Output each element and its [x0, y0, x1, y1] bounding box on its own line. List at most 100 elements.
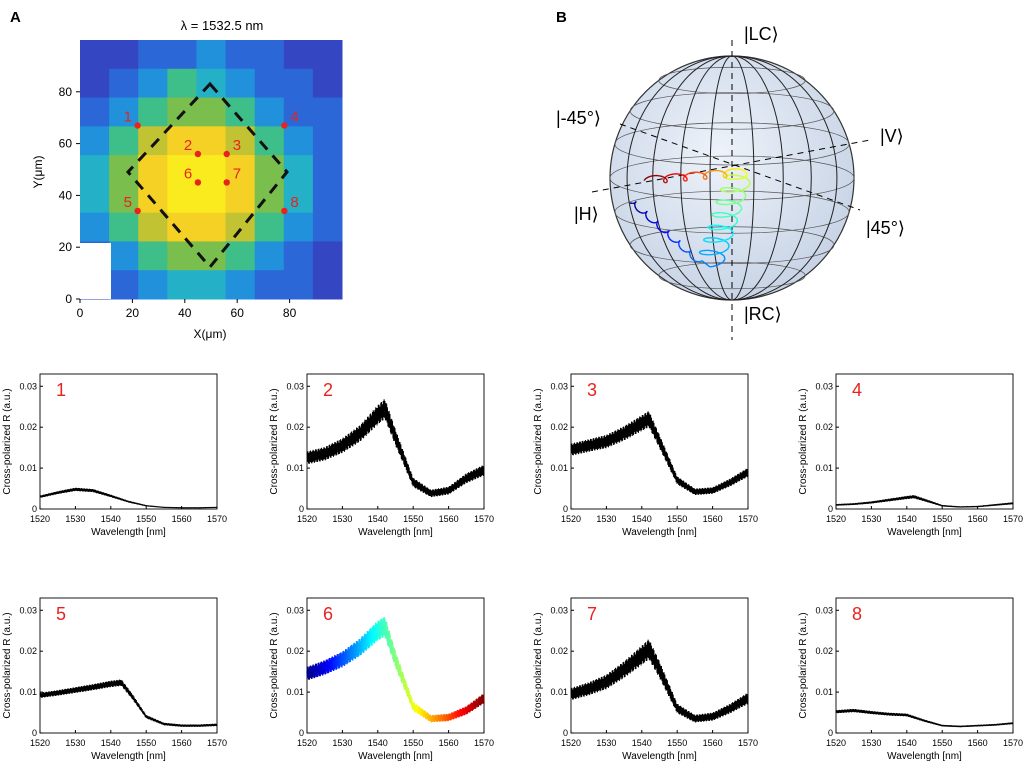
spectrum-x-tick-label: 1570 — [207, 514, 227, 524]
spectrum-y-tick-label: 0 — [563, 504, 568, 514]
trajectory-segment — [646, 215, 647, 218]
spectrum-y-tick-label: 0.03 — [19, 605, 37, 615]
label-v: |V⟩ — [880, 126, 904, 146]
spectrum-y-tick-label: 0.03 — [19, 381, 37, 391]
spectrum-x-tick-label: 1540 — [368, 738, 388, 748]
spectrum-series — [307, 399, 484, 497]
trajectory-segment — [657, 221, 658, 222]
trajectory-segment — [683, 175, 685, 176]
heatmap-cell — [196, 40, 226, 69]
heatmap-x-tick-label: 60 — [231, 306, 245, 320]
spectrum-x-tick-label: 1520 — [297, 514, 317, 524]
sample-point-marker — [224, 151, 230, 157]
trajectory-segment — [719, 171, 721, 172]
trajectory-segment — [706, 172, 708, 173]
heatmap-cells — [80, 40, 343, 300]
sample-point-label: 6 — [184, 165, 192, 182]
label-lc: |LC⟩ — [744, 24, 779, 44]
spectrum-xlabel: Wavelength [nm] — [622, 751, 697, 762]
spectrum-series — [307, 617, 484, 722]
trajectory-segment — [705, 238, 710, 239]
trajectory-segment — [715, 217, 721, 218]
heatmap-cell — [167, 40, 197, 69]
spectrum-y-tick-label: 0 — [563, 728, 568, 738]
sample-point-marker — [134, 208, 140, 214]
spectrum-frame — [40, 374, 217, 509]
heatmap-cell — [226, 40, 256, 69]
heatmap-cell — [196, 213, 226, 242]
spectrum-x-tick-label: 1570 — [738, 738, 758, 748]
heatmap-cell — [284, 213, 314, 242]
trajectory-segment — [708, 250, 715, 251]
trajectory-segment — [727, 179, 733, 180]
spectrum-frame — [836, 374, 1013, 509]
spectrum-x-tick-label: 1560 — [703, 738, 723, 748]
trajectory-segment — [665, 178, 666, 179]
trajectory-segment — [706, 176, 707, 177]
spectrum-x-tick-label: 1540 — [632, 514, 652, 524]
trajectory-segment — [706, 179, 707, 180]
trajectory-segment — [664, 182, 665, 183]
spectrum-y-tick-label: 0.01 — [19, 463, 37, 473]
heatmap-cell — [80, 155, 110, 184]
heatmap-cell — [313, 213, 343, 242]
spectrum-series — [40, 680, 217, 727]
trajectory-segment — [635, 202, 636, 203]
trajectory-segment — [648, 176, 650, 177]
sample-point-marker — [195, 179, 201, 185]
trajectory-segment — [663, 177, 665, 178]
heatmap-cell — [138, 40, 168, 69]
sample-point-label: 8 — [290, 194, 298, 211]
trajectory-segment — [645, 178, 646, 179]
heatmap-cell — [167, 213, 197, 242]
trajectory-segment — [635, 205, 636, 208]
heatmap-cell — [284, 40, 314, 69]
heatmap-cell — [196, 155, 226, 184]
trajectory-segment — [733, 232, 734, 235]
heatmap-cell — [313, 40, 343, 69]
spectrum-x-tick-label: 1540 — [897, 514, 917, 524]
trajectory-segment — [742, 170, 744, 171]
spectrum-ylabel: Cross-polarized R (a.u.) — [269, 388, 280, 494]
spectrum-y-tick-label: 0.02 — [19, 646, 37, 656]
spectrum-panel-number: 4 — [852, 380, 862, 400]
heatmap-cell — [313, 184, 343, 213]
trajectory-segment — [651, 222, 654, 223]
spectrum-y-tick-label: 0 — [299, 504, 304, 514]
trajectory-segment — [709, 225, 713, 226]
spectrum-xlabel: Wavelength [nm] — [887, 527, 962, 538]
spectrum-x-tick-label: 1550 — [136, 514, 156, 524]
spectrum-y-tick-label: 0 — [32, 504, 37, 514]
trajectory-segment — [727, 204, 734, 205]
spectrum-x-tick-label: 1570 — [207, 738, 227, 748]
sample-point-label: 5 — [124, 194, 132, 211]
spectrum-y-tick-label: 0.02 — [19, 422, 37, 432]
trajectory-segment — [740, 169, 742, 170]
trajectory-segment — [745, 195, 746, 198]
heatmap-cell — [313, 98, 343, 127]
heatmap-cell — [255, 98, 285, 127]
trajectory-segment — [725, 173, 726, 174]
spectrum-y-tick-label: 0.03 — [550, 605, 568, 615]
heatmap-cell — [138, 126, 168, 155]
heatmap-ylabel: Y(μm) — [31, 156, 45, 189]
trajectory-segment — [686, 177, 687, 178]
trajectory-segment — [666, 179, 667, 180]
heatmap-cell — [284, 69, 314, 98]
heatmap-cell — [167, 184, 197, 213]
trajectory-segment — [724, 256, 725, 259]
spectrum-x-tick-label: 1520 — [826, 514, 846, 524]
trajectory-segment — [722, 188, 726, 189]
heatmap-cell — [138, 241, 168, 270]
heatmap-y-tick-label: 20 — [59, 240, 73, 254]
spectrum-y-tick-label: 0.02 — [286, 422, 304, 432]
trajectory-segment — [703, 174, 705, 175]
sample-point-marker — [195, 151, 201, 157]
heatmap-cell — [255, 184, 285, 213]
sample-point-label: 7 — [233, 165, 241, 182]
